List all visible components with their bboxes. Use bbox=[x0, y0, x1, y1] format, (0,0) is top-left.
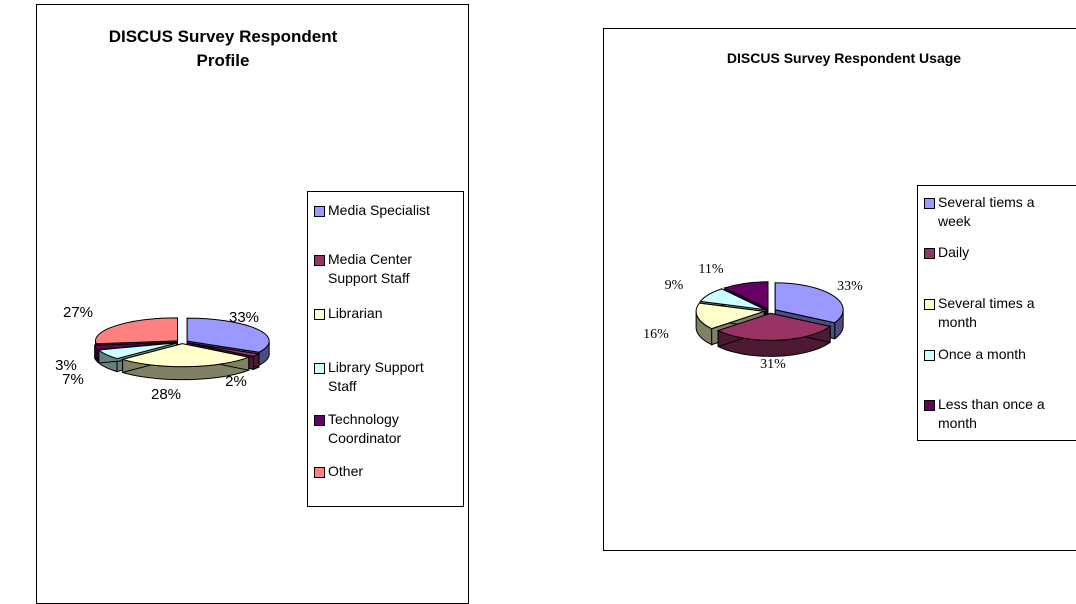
pie-value-label: 2% bbox=[225, 373, 247, 390]
legend-swatch bbox=[314, 415, 325, 426]
legend-label: Media Center Support Staff bbox=[328, 250, 412, 288]
legend-label: Once a month bbox=[938, 346, 1026, 362]
pie-value-label: 33% bbox=[229, 309, 259, 326]
pie-labels: 33% 31% 16% 9% 11% bbox=[643, 262, 863, 372]
legend-label-line: Several times a bbox=[938, 295, 1035, 311]
pie-value-label: 7% bbox=[62, 371, 84, 388]
pie-slice bbox=[186, 342, 261, 357]
chart-title-line: Profile bbox=[196, 51, 250, 70]
legend-label: Several times a month bbox=[938, 294, 1034, 332]
legend-label: Library Support Staff bbox=[328, 358, 424, 396]
legend-label-line: month bbox=[938, 314, 977, 330]
pie-value-label: 33% bbox=[837, 279, 863, 294]
legend-swatch bbox=[924, 198, 935, 209]
pie-value-label: 27% bbox=[63, 304, 93, 321]
legend-item: Librarian bbox=[314, 304, 459, 323]
pie-value-label: 3% bbox=[55, 357, 77, 374]
pie-slice bbox=[186, 317, 270, 353]
legend-label: Several tiems a week bbox=[938, 193, 1034, 231]
legend-label: Technology Coordinator bbox=[328, 410, 401, 448]
legend-label-line: Media Center bbox=[328, 251, 413, 267]
legend-item: Media Specialist bbox=[314, 201, 459, 220]
legend-item: Once a month bbox=[924, 345, 1076, 364]
legend-label: Other bbox=[328, 463, 364, 479]
legend-item: Several times a month bbox=[924, 294, 1076, 332]
pie-value-label: 11% bbox=[698, 262, 723, 277]
legend-swatch bbox=[924, 350, 935, 361]
pie-value-label: 31% bbox=[760, 357, 786, 372]
legend-item: Library Support Staff bbox=[314, 358, 459, 396]
pie-slice bbox=[94, 341, 177, 350]
legend-label: Less than once a month bbox=[938, 395, 1045, 433]
chart-title: DISCUS Survey Respondent Usage bbox=[726, 50, 962, 66]
pie-slice bbox=[699, 288, 766, 311]
pie-slice bbox=[716, 312, 832, 341]
pie-slice bbox=[120, 343, 251, 368]
chart-profile: DISCUS Survey Respondent Profile 33% 2% 28… bbox=[36, 4, 469, 604]
legend-swatch bbox=[924, 299, 935, 310]
pie-value-label: 9% bbox=[665, 278, 684, 293]
legend-label: Librarian bbox=[328, 305, 383, 321]
legend-label-line: week bbox=[938, 213, 971, 229]
pie-chart-profile: 33% 2% 28% 7%3% 27% bbox=[55, 304, 270, 403]
legend-item: Media Center Support Staff bbox=[314, 250, 459, 288]
legend-swatch bbox=[314, 206, 325, 217]
legend-swatch bbox=[314, 363, 325, 374]
legend-profile: Media Specialist Media Center Support St… bbox=[307, 191, 464, 507]
pie-tops bbox=[695, 281, 844, 341]
legend-label-line: month bbox=[938, 415, 977, 431]
legend-swatch bbox=[924, 248, 935, 259]
chart-title: DISCUS Survey Respondent Profile bbox=[73, 25, 373, 73]
legend-label-line: Technology bbox=[328, 411, 399, 427]
legend-label-line: Support Staff bbox=[328, 270, 410, 286]
pie-labels: 33% 2% 28% 7%3% 27% bbox=[55, 304, 259, 403]
legend-label-line: Library Support bbox=[328, 359, 424, 375]
legend-label: Daily bbox=[938, 244, 970, 260]
legend-swatch bbox=[314, 309, 325, 320]
pie-chart-usage: 33% 31% 16% 9% 11% bbox=[643, 262, 863, 372]
pie-slice bbox=[95, 317, 178, 345]
chart-usage: DISCUS Survey Respondent Usage 33% 31% 16%… bbox=[603, 28, 1076, 551]
pie-slice bbox=[723, 281, 769, 310]
pie-value-label: 16% bbox=[643, 327, 669, 342]
legend-item: Technology Coordinator bbox=[314, 410, 459, 448]
pie-tops bbox=[94, 317, 270, 368]
legend-item: Daily bbox=[924, 243, 1076, 262]
legend-label-line: Coordinator bbox=[328, 430, 402, 446]
legend-label-line: Staff bbox=[328, 378, 357, 394]
pie-slice bbox=[695, 302, 765, 330]
legend-item: Less than once a month bbox=[924, 395, 1076, 433]
chart-title-line: DISCUS Survey Respondent bbox=[108, 27, 338, 46]
pie-slice bbox=[774, 282, 844, 324]
legend-item: Several tiems a week bbox=[924, 193, 1076, 231]
legend-swatch bbox=[314, 467, 325, 478]
pie-value-label: 28% bbox=[151, 386, 181, 403]
legend-usage: Several tiems a week Daily Several times… bbox=[917, 185, 1076, 441]
legend-swatch bbox=[924, 400, 935, 411]
pie-slice bbox=[97, 342, 177, 360]
legend-item: Other bbox=[314, 462, 459, 481]
legend-label-line: Less than once a bbox=[938, 396, 1045, 412]
legend-label: Media Specialist bbox=[328, 202, 430, 218]
legend-swatch bbox=[314, 255, 325, 266]
legend-label-line: Several tiems a bbox=[938, 194, 1035, 210]
